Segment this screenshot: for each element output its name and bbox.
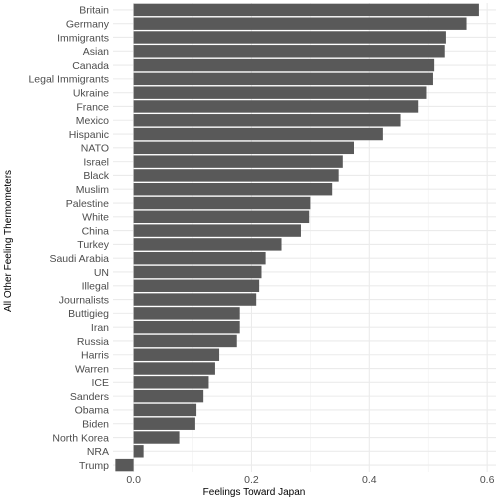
bar-ice (133, 376, 209, 389)
bar-russia (133, 334, 237, 348)
y-tick-label: Buttigieg (68, 308, 109, 320)
y-tick-label: Journalists (59, 294, 109, 306)
y-tick-label: North Korea (52, 432, 109, 444)
bar-trump (115, 458, 134, 472)
bar-germany (133, 17, 467, 30)
y-tick-label: Obama (75, 405, 110, 417)
bar-israel (133, 155, 343, 168)
bar-turkey (133, 238, 282, 251)
bar-obama (133, 403, 197, 417)
y-tick-label: Trump (79, 460, 109, 472)
y-tick-label: Russia (77, 336, 109, 348)
bar-illegal (133, 279, 260, 292)
x-tick-label: 0.4 (362, 474, 377, 486)
bar-canada (133, 58, 435, 72)
bar-muslim (133, 183, 333, 196)
bar-palestine (133, 196, 311, 210)
y-tick-label: ICE (91, 377, 109, 389)
bar-harris (133, 348, 220, 361)
y-axis-title: All Other Feeling Thermometers (3, 170, 14, 312)
y-tick-label: Warren (75, 363, 109, 375)
y-tick-label: NATO (81, 143, 109, 155)
y-tick-label: Germany (66, 18, 110, 30)
bar-un (133, 265, 262, 279)
bar-hispanic (133, 127, 383, 141)
bar-mexico (133, 114, 401, 127)
y-tick-label: Asian (83, 46, 109, 58)
y-tick-label: Iran (91, 322, 109, 334)
bar-black (133, 169, 339, 182)
bar-saudi-arabia (133, 251, 266, 265)
bar-biden (133, 417, 195, 430)
bar-sanders (133, 389, 204, 403)
bar-france (133, 100, 419, 113)
bar-asian (133, 45, 445, 58)
bar-iran (133, 320, 240, 334)
x-tick-label: 0.2 (244, 474, 259, 486)
bar-warren (133, 362, 215, 375)
y-tick-label: White (82, 212, 109, 224)
y-tick-label: Mexico (76, 115, 109, 127)
y-tick-label: UN (94, 267, 109, 279)
y-tick-label: Immigrants (57, 32, 109, 44)
y-tick-label: Palestine (66, 198, 109, 210)
bar-ukraine (133, 86, 427, 99)
bar-britain (133, 3, 479, 17)
bars (115, 3, 479, 472)
y-tick-label: Sanders (70, 391, 109, 403)
bar-immigrants (133, 31, 446, 44)
bar-nra (133, 445, 144, 458)
bar-china (133, 224, 301, 237)
y-tick-label: China (82, 225, 110, 237)
y-tick-label: Canada (72, 60, 109, 72)
y-tick-label: Legal Immigrants (28, 74, 109, 86)
bar-journalists (133, 293, 257, 306)
bar-buttigieg (133, 307, 240, 320)
y-tick-label: NRA (87, 446, 109, 458)
bar-white (133, 210, 310, 224)
bar-north-korea (133, 431, 180, 444)
y-tick-label: Black (83, 170, 109, 182)
y-tick-label: Israel (83, 156, 109, 168)
bar-legal-immigrants (133, 72, 433, 86)
x-axis-title: Feelings Toward Japan (203, 487, 306, 498)
y-tick-label: Britain (79, 5, 109, 17)
x-tick-label: 0.0 (126, 474, 141, 486)
y-tick-label: Saudi Arabia (49, 253, 109, 265)
bar-nato (133, 141, 354, 155)
y-tick-label: Muslim (76, 184, 110, 196)
y-tick-label: Hispanic (69, 129, 109, 141)
x-axis-labels: 0.0 0.2 0.4 0.6 (126, 474, 494, 486)
y-tick-label: Ukraine (73, 87, 109, 99)
y-tick-label: France (76, 101, 109, 113)
y-tick-label: Harris (81, 350, 109, 362)
y-tick-label: Turkey (77, 239, 109, 251)
y-tick-label: Biden (82, 419, 109, 431)
x-tick-label: 0.6 (480, 474, 495, 486)
y-tick-label: Illegal (82, 281, 109, 293)
